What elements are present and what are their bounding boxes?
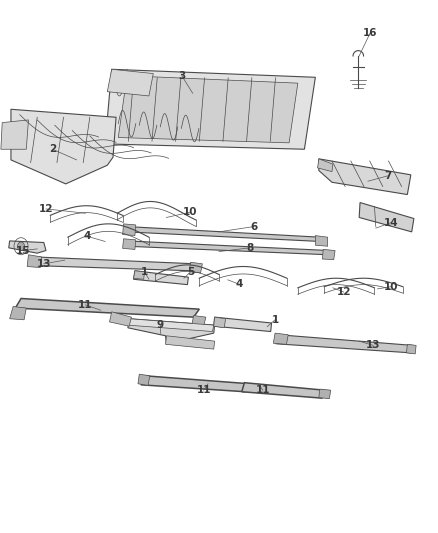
Polygon shape [359, 203, 414, 232]
Text: 9: 9 [156, 320, 163, 330]
Polygon shape [319, 159, 411, 195]
Polygon shape [107, 69, 153, 96]
Text: 16: 16 [363, 28, 378, 38]
Polygon shape [15, 298, 199, 317]
Polygon shape [192, 316, 206, 326]
Polygon shape [10, 306, 26, 320]
Polygon shape [27, 255, 42, 268]
Text: 14: 14 [383, 218, 398, 228]
Text: 15: 15 [15, 246, 30, 255]
Polygon shape [242, 383, 324, 398]
Polygon shape [315, 236, 328, 246]
Polygon shape [126, 227, 320, 241]
Polygon shape [319, 389, 331, 399]
Polygon shape [141, 376, 250, 392]
Text: 4: 4 [83, 231, 90, 241]
Polygon shape [110, 312, 131, 326]
Text: 12: 12 [336, 287, 351, 297]
Text: 2: 2 [49, 144, 56, 154]
Polygon shape [11, 109, 116, 184]
Text: 1: 1 [141, 267, 148, 277]
Polygon shape [273, 333, 288, 344]
Polygon shape [134, 271, 145, 279]
Polygon shape [127, 241, 328, 255]
Text: 7: 7 [384, 171, 391, 181]
Text: 3: 3 [178, 71, 185, 80]
Polygon shape [138, 374, 150, 385]
Polygon shape [134, 271, 188, 285]
Polygon shape [128, 319, 215, 344]
Polygon shape [214, 317, 272, 332]
Text: 10: 10 [183, 207, 198, 217]
Polygon shape [105, 69, 315, 149]
Text: 11: 11 [78, 300, 93, 310]
Text: 13: 13 [36, 259, 51, 269]
Text: 1: 1 [272, 315, 279, 325]
Polygon shape [123, 224, 136, 236]
Circle shape [18, 242, 25, 251]
Polygon shape [166, 336, 215, 349]
Text: 6: 6 [251, 222, 258, 231]
Text: 11: 11 [196, 385, 211, 395]
Text: 10: 10 [383, 282, 398, 292]
Text: 5: 5 [187, 267, 194, 277]
Polygon shape [123, 239, 136, 249]
Polygon shape [406, 344, 416, 354]
Polygon shape [118, 76, 298, 143]
Polygon shape [322, 249, 335, 260]
Polygon shape [30, 257, 196, 271]
Polygon shape [214, 317, 226, 328]
Text: 13: 13 [366, 341, 381, 350]
Polygon shape [128, 319, 214, 332]
Polygon shape [1, 120, 28, 149]
Polygon shape [9, 241, 46, 253]
Polygon shape [189, 262, 202, 273]
Text: 11: 11 [255, 385, 270, 395]
Text: 8: 8 [246, 243, 253, 253]
Polygon shape [276, 335, 413, 353]
Text: 4: 4 [235, 279, 242, 289]
Polygon shape [318, 159, 333, 172]
Text: 12: 12 [39, 204, 53, 214]
